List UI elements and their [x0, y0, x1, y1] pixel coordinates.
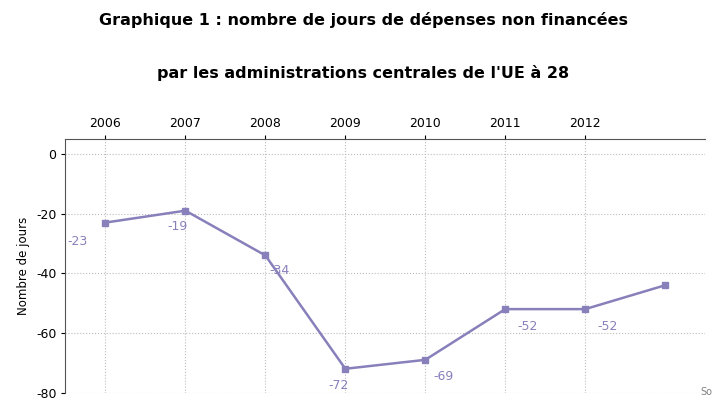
Text: -23: -23	[68, 234, 87, 247]
Text: So: So	[700, 387, 712, 397]
Text: -52: -52	[598, 319, 618, 333]
Text: -34: -34	[269, 264, 289, 277]
Text: -19: -19	[167, 220, 188, 233]
Text: par les administrations centrales de l'UE à 28: par les administrations centrales de l'U…	[158, 65, 569, 81]
Text: -69: -69	[433, 370, 454, 383]
Text: -52: -52	[518, 319, 538, 333]
Text: -72: -72	[329, 379, 349, 392]
Text: Graphique 1 : nombre de jours de dépenses non financées: Graphique 1 : nombre de jours de dépense…	[99, 12, 628, 28]
Y-axis label: Nombre de jours: Nombre de jours	[17, 217, 31, 315]
